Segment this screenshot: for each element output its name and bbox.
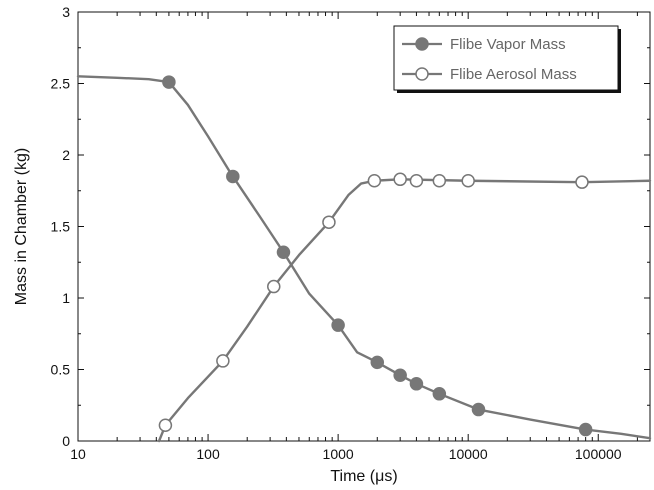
series-layer (76, 75, 652, 443)
vapor-point (409, 377, 424, 391)
legend-filled-marker (415, 37, 429, 51)
legend-box (393, 25, 619, 91)
vapor-point (578, 422, 593, 437)
vapor-point (162, 75, 176, 89)
aerosol-point (393, 172, 407, 187)
y-tick-label: 2.5 (51, 76, 71, 92)
aerosol-point (432, 173, 447, 188)
y-tick-label: 2 (62, 147, 70, 163)
x-tick-label: 1000 (323, 446, 354, 462)
series-aerosol-mass (157, 172, 652, 443)
y-axis-label: Mass in Chamber (kg) (13, 148, 30, 305)
y-tick-label: 1 (62, 290, 70, 306)
aerosol-point (322, 215, 336, 229)
aerosol-point (367, 173, 382, 188)
aerosol-point (267, 279, 281, 294)
x-tick-label: 100000 (575, 446, 622, 462)
y-tick-label: 1.5 (51, 219, 71, 235)
x-axis-label: Time (μs) (330, 468, 397, 485)
vapor-point (393, 368, 407, 382)
series-vapor-mass (76, 75, 652, 440)
vapor-point (226, 169, 240, 184)
vapor-point (276, 245, 291, 259)
aerosol-point (216, 354, 230, 368)
aerosol-point (575, 175, 589, 189)
x-tick-label: 100 (196, 446, 220, 462)
legend-label: Flibe Vapor Mass (450, 36, 566, 53)
axes: 0 0.5 1 1.5 2 2.5 3 10 100 1000 10000 100000 Time (μ… (13, 4, 650, 485)
aerosol-point (158, 418, 173, 433)
vapor-point (471, 402, 486, 417)
legend-open-marker (415, 67, 429, 81)
aerosol-point (409, 173, 424, 188)
x-tick-label: 10 (70, 446, 86, 462)
y-tick-label: 0 (62, 433, 70, 449)
vapor-point (432, 387, 447, 401)
legend: Flibe Vapor Mass Flibe Aerosol Mass (393, 25, 621, 93)
vapor-point (331, 318, 345, 332)
y-tick-label: 0.5 (51, 362, 71, 378)
legend-label: Flibe Aerosol Mass (450, 66, 577, 83)
x-tick-label: 10000 (449, 446, 488, 462)
aerosol-point (461, 173, 475, 188)
vapor-point (370, 355, 385, 370)
y-tick-label: 3 (62, 4, 70, 20)
